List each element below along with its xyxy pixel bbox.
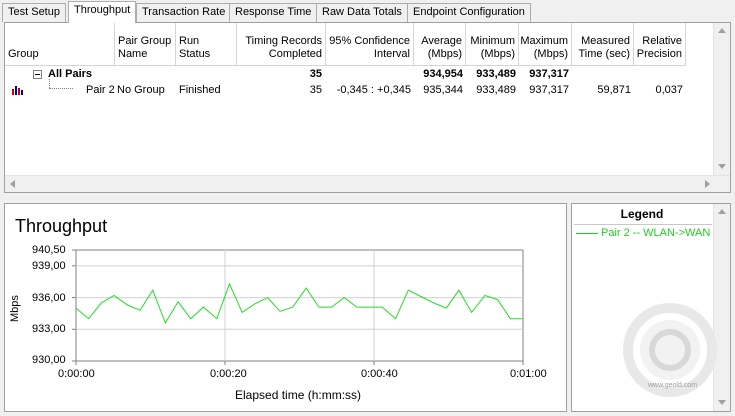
x-tick-label: 0:00:40 [361, 368, 398, 380]
y-tick-label: 936,00 [32, 292, 66, 304]
y-tick-label: 939,00 [32, 260, 66, 272]
column-header-maximum[interactable]: Maximum (Mbps) [519, 23, 572, 66]
all-pairs-maximum: 937,317 [529, 68, 569, 80]
column-header-group[interactable]: Group [5, 23, 115, 66]
all-pairs-timing: 35 [309, 68, 322, 80]
results-table: Group Pair Group Name Run Status Timing R… [4, 22, 731, 193]
all-pairs-minimum: 933,489 [476, 68, 516, 80]
tab-raw-data-totals[interactable]: Raw Data Totals [316, 3, 408, 22]
collapse-toggle[interactable] [33, 70, 42, 79]
tab-test-setup[interactable]: Test Setup [2, 3, 66, 22]
table-vertical-scrollbar[interactable] [713, 23, 730, 175]
all-pairs-label[interactable]: All Pairs [48, 68, 93, 80]
column-header-measured-time[interactable]: Measured Time (sec) [572, 23, 634, 66]
column-header-average[interactable]: Average (Mbps) [414, 23, 466, 66]
pair-label[interactable]: Pair 2 [86, 84, 115, 96]
scroll-down-icon[interactable] [718, 400, 726, 405]
pair-precision: 0,037 [655, 84, 683, 96]
column-header-minimum[interactable]: Minimum (Mbps) [466, 23, 519, 66]
y-tick-label: 940,50 [32, 244, 66, 256]
tab-endpoint-configuration[interactable]: Endpoint Configuration [407, 3, 531, 22]
series-line-pair-2 [75, 282, 523, 325]
legend-vertical-scrollbar[interactable] [713, 204, 730, 411]
tree-connector [49, 79, 50, 88]
column-header-confidence-interval[interactable]: 95% Confidence Interval [326, 23, 414, 66]
scroll-down-icon[interactable] [718, 164, 726, 169]
tab-response-time[interactable]: Response Time [229, 3, 318, 22]
pair-group-name: No Group [117, 84, 165, 96]
legend-item-pair-2[interactable]: Pair 2 -- WLAN->WAN [576, 227, 710, 239]
scroll-left-icon[interactable] [10, 180, 15, 188]
pair-minimum: 933,489 [476, 84, 516, 96]
x-axis-label: Elapsed time (h:mm:ss) [235, 388, 362, 402]
legend-item-label: Pair 2 -- WLAN->WAN [601, 227, 711, 239]
column-header-relative-precision[interactable]: Relative Precision [634, 23, 686, 66]
scroll-right-icon[interactable] [705, 180, 710, 188]
scroll-up-icon[interactable] [718, 209, 726, 214]
y-tick-label: 933,00 [32, 323, 66, 335]
pair-timing: 35 [309, 84, 322, 96]
tab-bar: Test Setup Throughput Transaction Rate R… [0, 0, 735, 23]
x-tick-label: 0:00:00 [58, 368, 95, 380]
tab-transaction-rate[interactable]: Transaction Rate [136, 3, 232, 22]
legend-title: Legend [620, 207, 664, 221]
pair-measured-time: 59,871 [597, 84, 631, 96]
x-tick-label: 0:00:20 [210, 368, 247, 380]
chart-title: Throughput [15, 216, 108, 236]
pair-average: 935,344 [423, 84, 463, 96]
scroll-up-icon[interactable] [718, 28, 726, 33]
legend-divider [574, 224, 712, 225]
column-header-pair-group-name[interactable]: Pair Group Name [115, 23, 176, 66]
column-header-timing-records[interactable]: Timing Records Completed [237, 23, 326, 66]
watermark-text: www.geold.com [648, 382, 698, 389]
pair-maximum: 937,317 [529, 84, 569, 96]
all-pairs-average: 934,954 [423, 68, 463, 80]
y-tick-label: 930,00 [32, 354, 66, 366]
watermark-logo [623, 303, 717, 397]
tree-connector-horizontal [49, 88, 73, 89]
table-horizontal-scrollbar[interactable] [5, 175, 730, 192]
pair-chart-icon [12, 86, 23, 95]
pair-status: Finished [179, 84, 221, 96]
legend-swatch [576, 232, 598, 234]
x-tick-label: 0:01:00 [510, 368, 547, 380]
pair-confidence-interval: -0,345 : +0,345 [336, 84, 411, 96]
column-header-run-status[interactable]: Run Status [176, 23, 237, 66]
throughput-chart-pane: Throughput Mbps Elapsed time (h:mm:ss) 9… [4, 203, 567, 412]
throughput-plot [72, 249, 524, 365]
tab-throughput[interactable]: Throughput [68, 1, 137, 23]
